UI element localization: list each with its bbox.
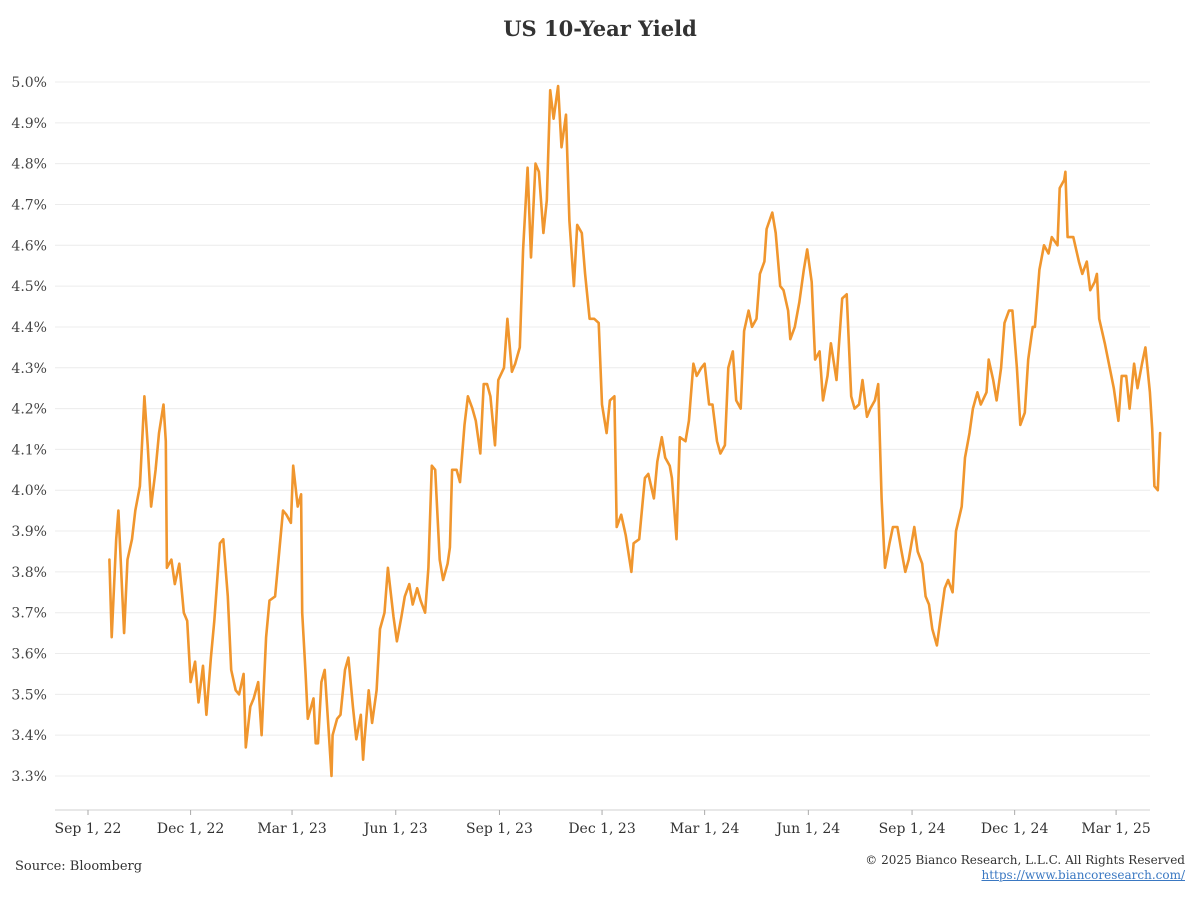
y-tick-label: 3.8%: [11, 565, 47, 581]
y-tick-label: 3.5%: [11, 687, 47, 703]
x-tick-label: Dec 1, 23: [568, 821, 635, 837]
footer-credits: © 2025 Bianco Research, L.L.C. All Right…: [865, 853, 1185, 883]
x-tick-label: Sep 1, 22: [55, 821, 122, 837]
y-tick-label: 3.9%: [11, 524, 47, 540]
y-tick-label: 4.9%: [11, 116, 47, 132]
chart-title: US 10-Year Yield: [503, 16, 697, 41]
x-tick-label: Mar 1, 23: [257, 821, 326, 837]
x-tick-label: Jun 1, 23: [362, 821, 428, 837]
x-tick-label: Mar 1, 24: [670, 821, 740, 837]
source-note: Source: Bloomberg: [15, 859, 143, 874]
y-tick-label: 4.6%: [11, 238, 47, 254]
y-tick-label: 4.2%: [11, 402, 47, 418]
x-tick-label: Mar 1, 25: [1081, 821, 1150, 837]
y-tick-label: 4.5%: [11, 279, 47, 295]
y-tick-label: 4.7%: [11, 197, 47, 213]
y-tick-label: 3.7%: [11, 606, 47, 622]
y-tick-label: 3.3%: [11, 769, 47, 785]
gridlines: [55, 81, 1150, 777]
y-tick-label: 4.4%: [11, 320, 47, 336]
x-tick-label: Sep 1, 23: [466, 821, 533, 837]
y-tick-label: 4.0%: [11, 483, 47, 499]
y-tick-label: 5.0%: [11, 75, 47, 91]
x-axis-ticks: Sep 1, 22 Dec 1, 22 Mar 1, 23 Jun 1, 23 Sep …: [55, 810, 1151, 837]
x-tick-label: Jun 1, 24: [774, 821, 840, 837]
y-tick-label: 4.8%: [11, 157, 47, 173]
y-tick-label: 3.6%: [11, 647, 47, 663]
y-tick-label: 4.1%: [11, 442, 47, 458]
website-link[interactable]: https://www.biancoresearch.com/: [981, 868, 1185, 882]
x-tick-label: Dec 1, 22: [157, 821, 224, 837]
copyright-text: © 2025 Bianco Research, L.L.C. All Right…: [865, 853, 1185, 867]
y-tick-label: 4.3%: [11, 361, 47, 377]
y-tick-label: 3.4%: [11, 728, 47, 744]
yield-series-line: [108, 84, 1162, 778]
x-tick-label: Sep 1, 24: [879, 821, 946, 837]
y-axis-ticks: 3.3% 3.4% 3.5% 3.6% 3.7% 3.8% 3.9% 4.0% 4.1% 4.2%…: [11, 75, 47, 785]
x-tick-label: Dec 1, 24: [981, 821, 1049, 837]
